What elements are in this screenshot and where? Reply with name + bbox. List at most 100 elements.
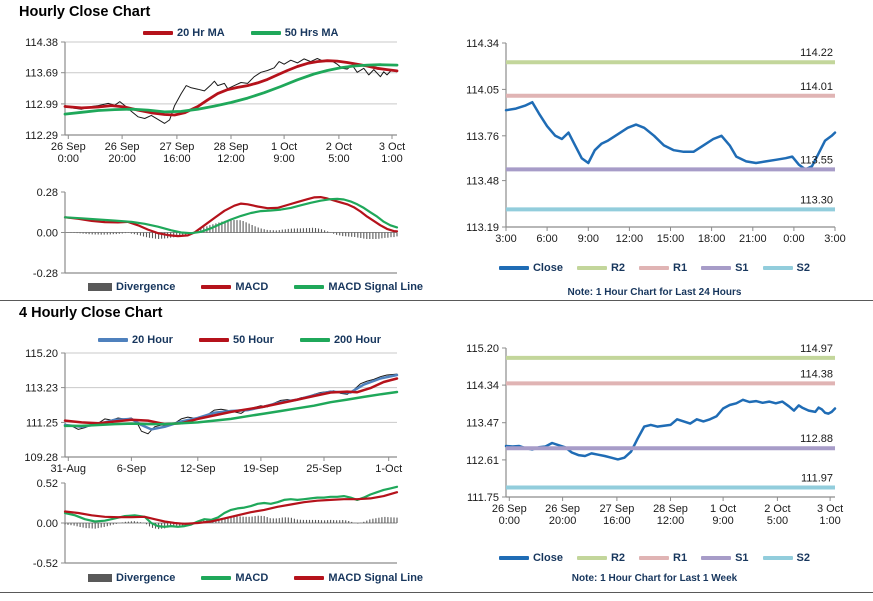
- hourly-pivot-note: Note: 1 Hour Chart for Last 24 Hours: [567, 287, 742, 298]
- svg-text:114.05: 114.05: [466, 84, 499, 96]
- line-swatch-green: [299, 338, 330, 342]
- four-hourly-pivot-legend: Close R2 R1 S1 S2: [436, 552, 873, 564]
- legend-item-macd: MACD: [201, 281, 268, 293]
- svg-text:111.97: 111.97: [801, 473, 833, 485]
- svg-text:6-Sep: 6-Sep: [117, 463, 146, 475]
- legend-label: S2: [796, 262, 811, 274]
- legend-item-close: Close: [498, 552, 563, 564]
- four-hourly-macd-legend: Divergence MACD MACD Signal Line: [88, 572, 449, 584]
- svg-text:112.99: 112.99: [25, 99, 58, 111]
- svg-text:-0.52: -0.52: [33, 558, 58, 570]
- legend-label: R1: [673, 552, 688, 564]
- svg-text:112.29: 112.29: [25, 130, 58, 142]
- svg-text:113.55: 113.55: [800, 154, 833, 166]
- legend-label: MACD Signal Line: [328, 281, 424, 293]
- svg-text:109.28: 109.28: [24, 452, 58, 464]
- legend-label: MACD: [235, 281, 269, 293]
- legend-label: R1: [673, 262, 688, 274]
- line-swatch-pale-pink: [639, 556, 670, 560]
- hourly-pivot-chart: 114.22 114.01 113.55 113.30 114.34 114.05 113.…: [466, 38, 846, 245]
- legend-item-r1: R1: [639, 262, 687, 274]
- line-swatch-pale-pink: [639, 266, 670, 270]
- svg-text:112.88: 112.88: [800, 433, 833, 445]
- section-divider: [0, 300, 873, 301]
- svg-text:114.38: 114.38: [25, 37, 58, 49]
- hourly-pivot-legend: Close R2 R1 S1 S2: [436, 262, 873, 274]
- line-swatch-green: [250, 31, 281, 35]
- svg-text:113.47: 113.47: [466, 418, 499, 430]
- line-swatch-green: [201, 576, 232, 580]
- legend-label: Close: [532, 552, 563, 564]
- line-swatch-red: [294, 576, 325, 580]
- svg-text:112.61: 112.61: [466, 455, 499, 467]
- legend-label: Divergence: [116, 572, 176, 584]
- line-swatch-blue: [498, 556, 529, 560]
- line-swatch-cyan: [762, 266, 793, 270]
- svg-text:12:00: 12:00: [616, 233, 644, 245]
- legend-label: S2: [796, 552, 811, 564]
- svg-text:9:00: 9:00: [578, 233, 599, 245]
- legend-label: S1: [735, 262, 749, 274]
- legend-label: S1: [735, 552, 749, 564]
- legend-item-s2: S2: [762, 552, 811, 564]
- legend-item-macd: MACD: [201, 572, 268, 584]
- svg-text:113.76: 113.76: [466, 131, 499, 143]
- legend-label: Close: [532, 262, 563, 274]
- line-swatch-red: [201, 285, 232, 289]
- legend-label: 200 Hour: [333, 334, 382, 346]
- bottom-divider: [0, 592, 873, 593]
- line-swatch-red: [198, 338, 229, 342]
- svg-text:113.69: 113.69: [25, 68, 58, 80]
- svg-text:114.34: 114.34: [466, 38, 499, 50]
- svg-text:25-Sep: 25-Sep: [306, 463, 341, 475]
- line-swatch-green: [294, 285, 325, 289]
- line-swatch-blue: [498, 266, 529, 270]
- svg-text:115.20: 115.20: [25, 348, 58, 360]
- legend-item-r2: R2: [576, 262, 626, 274]
- svg-text:113.19: 113.19: [466, 222, 499, 234]
- legend-item-s2: S2: [762, 262, 811, 274]
- hourly-section-title: Hourly Close Chart: [19, 4, 151, 20]
- svg-text:0.28: 0.28: [37, 187, 58, 199]
- legend-item-macd-signal: MACD Signal Line: [294, 281, 423, 293]
- four-hourly-macd-chart: 0.52 0.00 -0.52: [33, 478, 399, 570]
- legend-label: R2: [610, 262, 626, 274]
- svg-text:18:00: 18:00: [698, 233, 726, 245]
- svg-text:111.75: 111.75: [467, 492, 499, 504]
- line-swatch-blue: [98, 338, 128, 342]
- svg-text:113.48: 113.48: [466, 176, 499, 188]
- legend-item-divergence: Divergence: [88, 572, 175, 584]
- svg-text:12-Sep: 12-Sep: [180, 463, 215, 475]
- line-swatch-purple: [701, 556, 732, 560]
- legend-label: 20 Hour: [132, 334, 173, 346]
- line-swatch-purple: [701, 266, 732, 270]
- legend-item-r1: R1: [639, 552, 687, 564]
- svg-text:113.23: 113.23: [25, 383, 58, 395]
- legend-label: MACD: [235, 572, 269, 584]
- legend-item-20hour: 20 Hour: [98, 334, 173, 346]
- line-swatch-red: [143, 31, 173, 35]
- svg-text:0.00: 0.00: [37, 518, 58, 530]
- four-hourly-pivot-note: Note: 1 Hour Chart for Last 1 Week: [571, 573, 738, 584]
- line-swatch-pale-green: [576, 266, 607, 270]
- legend-item-divergence: Divergence: [88, 281, 175, 293]
- legend-item-50hrs-ma: 50 Hrs MA: [250, 27, 338, 39]
- svg-text:3:00: 3:00: [824, 233, 845, 245]
- hourly-macd-legend: Divergence MACD MACD Signal Line: [88, 281, 449, 293]
- line-swatch-cyan: [762, 556, 793, 560]
- svg-text:111.25: 111.25: [26, 417, 58, 429]
- hourly-macd-chart: 0.28 0.00 -0.28: [33, 187, 399, 280]
- svg-text:0.00: 0.00: [37, 228, 58, 240]
- four-hourly-ma-legend: 20 Hour 50 Hour 200 Hour: [98, 334, 407, 346]
